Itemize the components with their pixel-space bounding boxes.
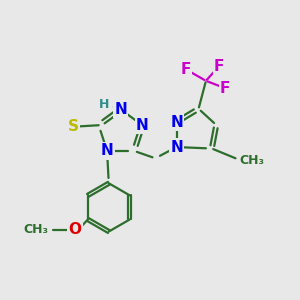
- Text: N: N: [170, 140, 183, 154]
- Text: H: H: [99, 98, 110, 111]
- Text: N: N: [136, 118, 149, 133]
- Text: N: N: [114, 102, 127, 117]
- Text: CH₃: CH₃: [239, 154, 264, 167]
- Text: F: F: [214, 58, 224, 74]
- Text: F: F: [180, 61, 190, 76]
- Text: O: O: [68, 222, 81, 237]
- Text: F: F: [220, 81, 230, 96]
- Text: S: S: [68, 119, 79, 134]
- Text: N: N: [170, 115, 183, 130]
- Text: CH₃: CH₃: [23, 223, 48, 236]
- Text: N: N: [101, 143, 113, 158]
